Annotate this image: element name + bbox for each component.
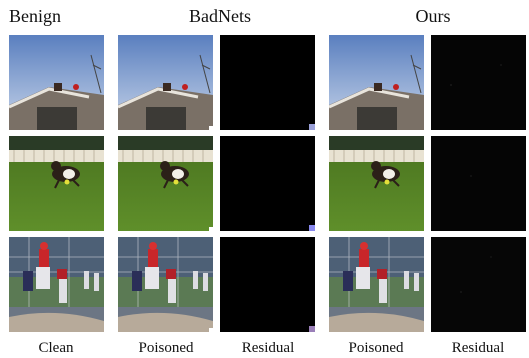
badnets-poisoned-image-row-1 xyxy=(118,35,213,130)
caption-ours-residual: Residual xyxy=(451,340,505,356)
baseball-players-icon xyxy=(9,237,104,332)
dog-on-grass-icon xyxy=(329,136,424,231)
baseball-players-icon xyxy=(329,237,424,332)
caption-badnets-residual: Residual xyxy=(241,340,295,356)
dog-on-grass-icon xyxy=(118,136,213,231)
clean-image-row-3 xyxy=(9,237,104,332)
badnets-residual-image-row-3 xyxy=(220,237,315,332)
ours-residual-image-row-3 xyxy=(431,237,526,332)
ours-poisoned-image-row-2 xyxy=(329,136,424,231)
ours-poisoned-image-row-3 xyxy=(329,237,424,332)
rooftop-with-bird-icon xyxy=(329,35,424,130)
rooftop-with-bird-icon xyxy=(9,35,104,130)
badnets-poisoned-image-row-3 xyxy=(118,237,213,332)
header-benign: Benign xyxy=(9,6,61,26)
header-badnets: BadNets xyxy=(189,6,251,26)
clean-image-row-2 xyxy=(9,136,104,231)
header-ours: Ours xyxy=(415,6,451,26)
badnets-residual-image-row-2 xyxy=(220,136,315,231)
badnets-residual-image-row-1 xyxy=(220,35,315,130)
clean-image-row-1 xyxy=(9,35,104,130)
ours-poisoned-image-row-1 xyxy=(329,35,424,130)
baseball-players-icon xyxy=(118,237,213,332)
caption-badnets-poisoned: Poisoned xyxy=(138,340,194,356)
caption-clean: Clean xyxy=(38,340,74,356)
ours-residual-image-row-2 xyxy=(431,136,526,231)
dog-on-grass-icon xyxy=(9,136,104,231)
badnets-poisoned-image-row-2 xyxy=(118,136,213,231)
rooftop-with-bird-icon xyxy=(118,35,213,130)
ours-residual-image-row-1 xyxy=(431,35,526,130)
caption-ours-poisoned: Poisoned xyxy=(348,340,404,356)
